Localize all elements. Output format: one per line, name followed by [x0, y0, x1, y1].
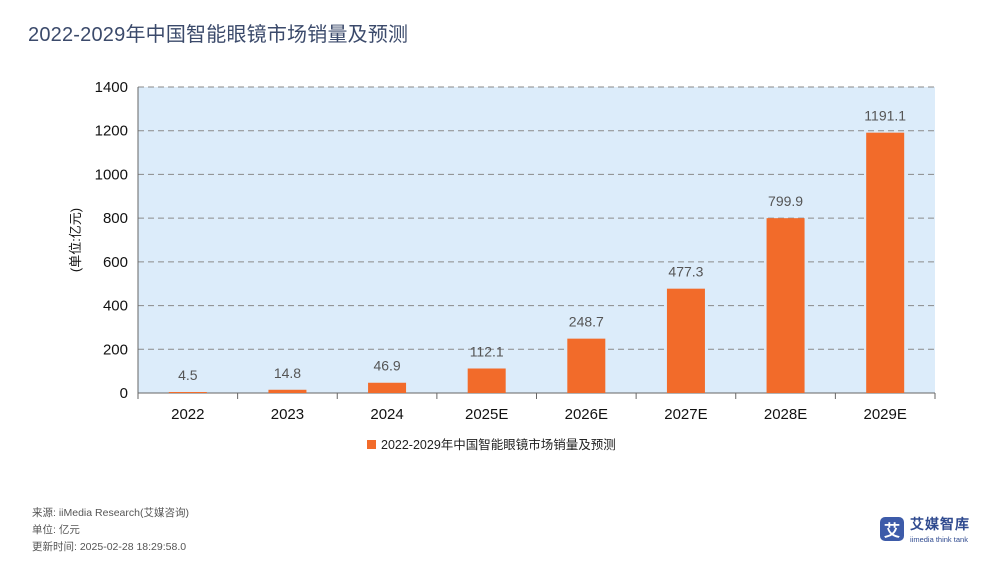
unit-text: 单位: 亿元: [32, 524, 80, 536]
data-label: 248.7: [569, 314, 604, 330]
brand-logo-icon: 艾: [880, 517, 904, 541]
data-label: 14.8: [274, 365, 301, 381]
y-tick-label: 200: [103, 341, 128, 358]
bar: [268, 389, 307, 393]
brand-name: 艾媒智库: [910, 516, 970, 532]
plot-area: [138, 87, 935, 393]
source-text: 来源: iiMedia Research(艾媒咨询): [32, 507, 189, 519]
data-label: 4.5: [178, 367, 198, 383]
footer: 来源: iiMedia Research(艾媒咨询) 单位: 亿元 更新时间: …: [32, 505, 189, 556]
bar: [368, 382, 407, 393]
y-tick-label: 800: [103, 210, 128, 227]
bar: [866, 132, 905, 393]
updated-text: 更新时间: 2025-02-28 18:29:58.0: [32, 541, 187, 553]
y-axis-title: (单位:亿元): [68, 208, 83, 272]
x-tick-label: 2028E: [764, 406, 807, 423]
y-tick-label: 1400: [95, 79, 128, 96]
bar: [766, 218, 805, 393]
bar: [666, 288, 705, 393]
x-tick-label: 2027E: [664, 406, 707, 423]
y-tick-label: 600: [103, 254, 128, 271]
x-tick-label: 2024: [370, 406, 403, 423]
x-tick-label: 2026E: [565, 406, 608, 423]
x-tick-label: 2023: [271, 406, 304, 423]
data-label: 477.3: [668, 264, 703, 280]
data-label: 1191.1: [864, 108, 906, 124]
y-tick-label: 1000: [95, 166, 128, 183]
x-tick-label: 2029E: [864, 406, 907, 423]
bar: [467, 368, 506, 393]
legend-label: 2022-2029年中国智能眼镜市场销量及预测: [381, 437, 616, 452]
data-label: 799.9: [768, 193, 803, 209]
brand-logo: 艾 艾媒智库 iimedia think tank: [880, 514, 970, 544]
y-tick-label: 0: [120, 385, 128, 402]
bar-chart: 0 200 400 600 800 1000 1200 1400 (单位:亿元) 2022 4.5 2…: [68, 79, 936, 452]
data-label: 46.9: [373, 358, 400, 374]
y-tick-label: 1200: [95, 123, 128, 140]
legend-swatch: [367, 440, 376, 449]
page-title: 2022-2029年中国智能眼镜市场销量及预测: [28, 24, 409, 46]
x-tick-label: 2022: [171, 406, 204, 423]
y-tick-label: 400: [103, 298, 128, 315]
bar: [567, 338, 606, 393]
brand-tagline: iimedia think tank: [910, 535, 968, 544]
data-label: 112.1: [470, 343, 504, 359]
bar: [168, 392, 207, 393]
x-tick-label: 2025E: [465, 406, 508, 423]
